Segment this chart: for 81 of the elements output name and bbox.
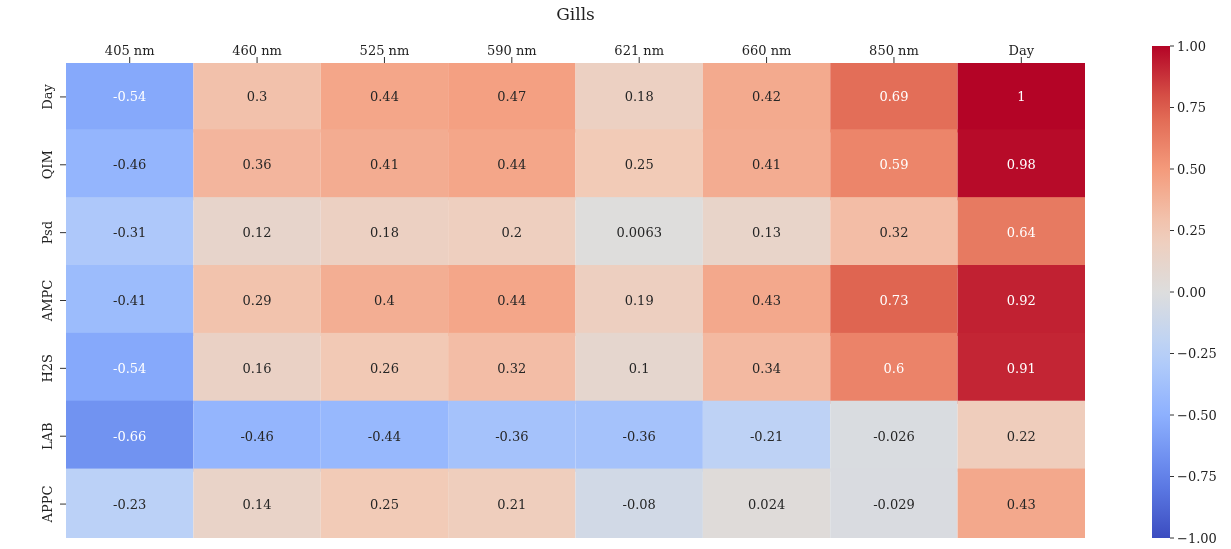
data-label: 0.12	[242, 225, 272, 241]
data-label: -0.54	[113, 360, 147, 376]
data-label: -0.36	[495, 428, 529, 444]
y-tick-label: Psd	[40, 220, 55, 245]
x-tick-label: 850 nm	[869, 43, 919, 58]
x-tick-label: 621 nm	[614, 43, 665, 58]
data-label: 0.18	[624, 89, 654, 105]
data-label: -0.66	[113, 428, 147, 444]
color-bar-label: −0.50	[1177, 407, 1217, 423]
y-tick-label: APPC	[40, 485, 55, 524]
color-bar-label: 0.75	[1177, 100, 1206, 115]
data-label: 0.91	[1006, 360, 1036, 376]
data-label: 0.25	[369, 496, 399, 512]
x-tick-label: 525 nm	[359, 43, 410, 58]
y-tick-label: Day	[40, 83, 55, 110]
data-label: 0.13	[752, 225, 782, 241]
color-bar-label: −0.25	[1177, 346, 1217, 361]
data-label: 0.47	[497, 89, 527, 105]
data-label: 0.98	[1006, 157, 1036, 173]
y-tick-label: LAB	[40, 422, 55, 450]
chart-title: Gills	[555, 4, 596, 24]
data-label: 0.024	[747, 496, 786, 512]
y-tick-label: QIM	[40, 150, 55, 180]
data-label: 0.4	[374, 293, 395, 308]
data-label: 0.29	[242, 293, 272, 308]
data-label: 0.18	[369, 225, 399, 241]
color-bar-label: 1.00	[1177, 38, 1206, 54]
data-label: 0.43	[1006, 496, 1036, 512]
x-tick-label: 460 nm	[232, 43, 282, 58]
data-label: 0.26	[369, 360, 399, 376]
data-label: 0.43	[752, 293, 782, 308]
data-label: -0.54	[113, 89, 147, 105]
data-label: 0.2	[501, 225, 523, 241]
color-bar-label: 0.25	[1177, 223, 1206, 238]
color-bar-label: 0.50	[1177, 161, 1206, 177]
x-tick-label: Day	[1008, 43, 1035, 58]
data-label: 0.16	[242, 360, 272, 376]
color-bar-label: −0.75	[1177, 469, 1217, 484]
data-label: 0.64	[1006, 225, 1036, 241]
data-label: 0.32	[879, 225, 909, 241]
data-label: 0.22	[1006, 428, 1036, 444]
x-tick-label: 405 nm	[104, 43, 155, 58]
data-label: 0.69	[879, 89, 909, 105]
data-label: 0.32	[497, 360, 527, 376]
data-label: -0.36	[622, 428, 656, 444]
data-label: 0.19	[624, 293, 654, 308]
data-label: 1	[1017, 89, 1026, 105]
data-label: 0.44	[369, 89, 399, 105]
data-label: 0.36	[242, 157, 272, 173]
data-label: 0.42	[752, 89, 782, 105]
color-bar-label: 0.00	[1177, 284, 1206, 300]
data-label: 0.1	[628, 360, 650, 376]
data-label: -0.23	[113, 496, 147, 512]
data-label: -0.46	[113, 157, 147, 173]
data-label: -0.46	[240, 428, 274, 444]
data-label: 0.25	[624, 157, 654, 173]
x-tick-label: 660 nm	[741, 43, 792, 58]
data-label: -0.21	[749, 428, 784, 444]
data-label: -0.08	[622, 496, 656, 512]
data-label: 0.44	[497, 157, 527, 173]
data-label: 0.59	[879, 157, 909, 173]
data-label: -0.31	[113, 225, 147, 241]
data-label: 0.3	[246, 89, 268, 105]
data-label: 0.14	[242, 496, 272, 512]
data-label: 0.34	[752, 360, 782, 376]
data-label: 0.21	[497, 496, 527, 512]
data-label: 0.92	[1006, 293, 1036, 308]
data-label: 0.44	[497, 293, 527, 308]
data-label: -0.026	[873, 428, 915, 444]
data-label: 0.6	[883, 360, 905, 376]
data-label: -0.44	[367, 428, 402, 444]
data-label: 0.73	[879, 293, 909, 308]
y-tick-label: H2S	[40, 354, 55, 383]
y-tick-label: AMPC	[40, 279, 55, 323]
data-label: 0.41	[752, 157, 782, 173]
data-label: -0.41	[113, 293, 147, 308]
color-bar-label: −1.00	[1177, 530, 1217, 546]
data-label: -0.029	[873, 496, 915, 512]
x-tick-label: 590 nm	[486, 43, 537, 58]
data-label: 0.41	[369, 157, 399, 173]
data-label: 0.0063	[616, 225, 662, 241]
